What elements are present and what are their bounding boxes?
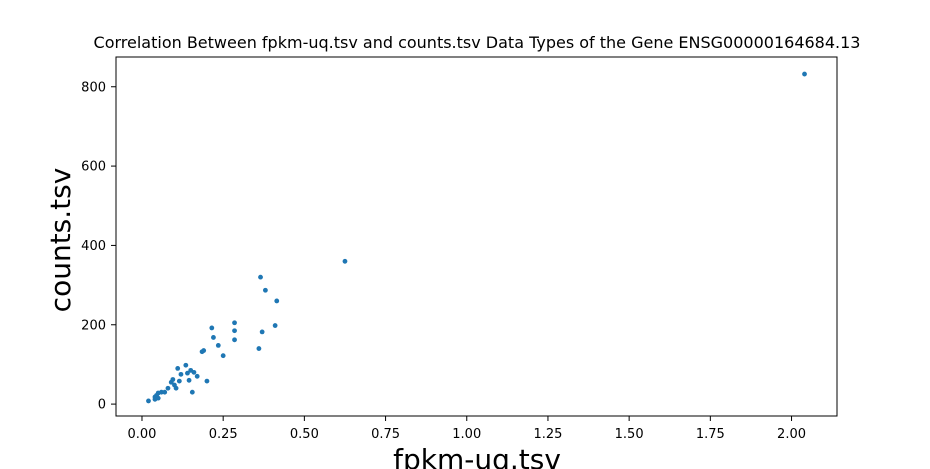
- y-tick-label: 600: [81, 160, 106, 175]
- x-tick-label: 1.25: [533, 427, 562, 442]
- x-tick-label: 1.00: [452, 427, 481, 442]
- scatter-point: [256, 346, 262, 351]
- scatter-point: [272, 323, 278, 328]
- scatter-point: [170, 377, 176, 382]
- y-tick-label: 400: [81, 239, 106, 254]
- scatter-point: [220, 353, 226, 359]
- scatter-point: [232, 337, 237, 343]
- scatter-point: [146, 398, 151, 404]
- plot-area-frame: [115, 56, 838, 417]
- scatter-point: [185, 370, 190, 376]
- scatter-point: [262, 287, 268, 293]
- x-tick-label: 2.00: [777, 427, 806, 442]
- scatter-point: [162, 389, 168, 395]
- scatter-point: [232, 328, 237, 334]
- y-axis-ticks: 0 200 400 600 800: [81, 80, 116, 413]
- scatter-point: [802, 71, 807, 77]
- scatter-point: [215, 342, 221, 348]
- scatter-point: [204, 378, 210, 384]
- scatter-point: [175, 365, 181, 371]
- x-axis-label: fpkm-uq.tsv: [393, 443, 561, 469]
- y-axis-label: counts.tsv: [44, 168, 77, 313]
- scatter-point: [178, 371, 184, 377]
- scatter-point: [189, 389, 195, 395]
- scatter-point: [232, 320, 237, 326]
- x-tick-label: 0.75: [371, 427, 400, 442]
- y-tick-label: 0: [98, 398, 106, 413]
- scatter-point: [259, 329, 265, 335]
- y-tick-label: 800: [81, 80, 106, 95]
- scatter-point: [176, 378, 182, 384]
- x-tick-label: 1.75: [696, 427, 725, 442]
- x-tick-label: 0.50: [290, 427, 319, 442]
- scatter-point: [173, 385, 179, 391]
- scatter-point: [155, 395, 161, 401]
- scatter-points: [146, 71, 807, 404]
- x-axis-ticks: 0.00 0.25 0.50 0.75 1.00 1.25 1.50 1.75 2.00: [128, 416, 806, 442]
- y-tick-label: 200: [81, 318, 106, 333]
- scatter-point: [209, 325, 215, 331]
- scatter-point: [211, 335, 216, 340]
- chart-title: Correlation Between fpkm-uq.tsv and coun…: [94, 33, 861, 52]
- scatter-point: [201, 348, 207, 353]
- scatter-point: [165, 385, 171, 391]
- scatter-point: [274, 298, 280, 304]
- x-tick-label: 1.50: [615, 427, 644, 442]
- scatter-point: [194, 373, 200, 379]
- scatter-point: [258, 274, 263, 280]
- x-tick-label: 0.00: [128, 427, 157, 442]
- scatter-point: [342, 258, 348, 264]
- scatter-point: [191, 369, 197, 375]
- x-tick-label: 0.25: [209, 427, 238, 442]
- scatter-point: [186, 377, 192, 383]
- scatter-point: [183, 362, 189, 368]
